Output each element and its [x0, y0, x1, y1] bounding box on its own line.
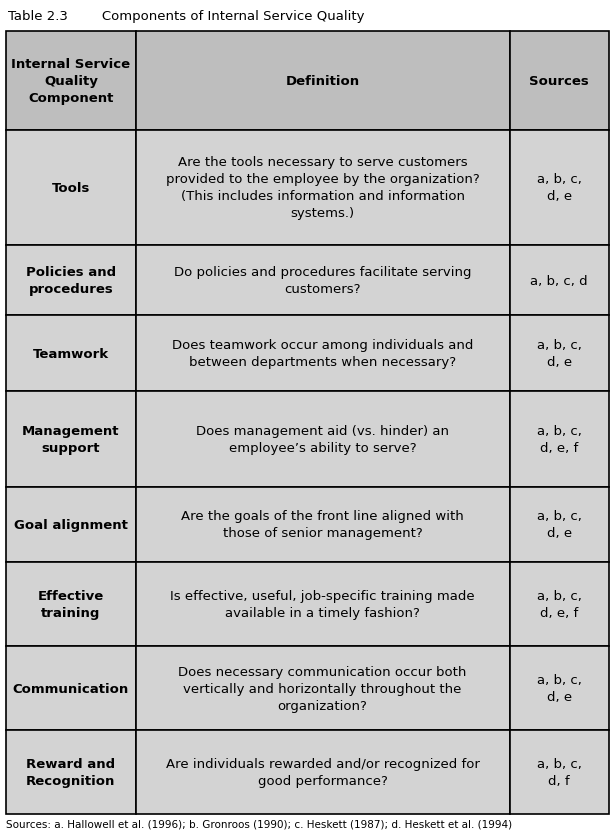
Text: Definition: Definition — [285, 74, 360, 88]
Bar — [509, 391, 609, 487]
Bar — [6, 32, 136, 130]
Bar — [509, 246, 609, 316]
Bar — [509, 487, 609, 563]
Bar — [509, 563, 609, 646]
Bar — [6, 246, 136, 316]
Text: Internal Service
Quality
Component: Internal Service Quality Component — [11, 58, 130, 104]
Bar — [509, 646, 609, 730]
Text: Sources: Sources — [530, 74, 589, 88]
Bar — [6, 730, 136, 814]
Bar — [136, 646, 509, 730]
Text: Is effective, useful, job-specific training made
available in a timely fashion?: Is effective, useful, job-specific train… — [170, 589, 475, 619]
Text: a, b, c, d: a, b, c, d — [531, 274, 588, 288]
Text: a, b, c,
d, e, f: a, b, c, d, e, f — [537, 589, 582, 619]
Text: Effective
training: Effective training — [38, 589, 104, 619]
Text: Communication: Communication — [13, 681, 129, 695]
Bar — [136, 730, 509, 814]
Bar — [6, 487, 136, 563]
Bar — [509, 316, 609, 391]
Text: Does management aid (vs. hinder) an
employee’s ability to serve?: Does management aid (vs. hinder) an empl… — [196, 424, 449, 454]
Text: a, b, c,
d, e: a, b, c, d, e — [537, 173, 582, 203]
Bar — [6, 646, 136, 730]
Text: Does necessary communication occur both
vertically and horizontally throughout t: Does necessary communication occur both … — [178, 665, 467, 711]
Bar — [136, 246, 509, 316]
Text: Table 2.3        Components of Internal Service Quality: Table 2.3 Components of Internal Service… — [8, 10, 365, 23]
Text: Do policies and procedures facilitate serving
customers?: Do policies and procedures facilitate se… — [174, 266, 471, 296]
Bar — [6, 391, 136, 487]
Text: Management
support: Management support — [22, 424, 119, 454]
Bar — [509, 32, 609, 130]
Text: Does teamwork occur among individuals and
between departments when necessary?: Does teamwork occur among individuals an… — [172, 339, 474, 369]
Text: a, b, c,
d, e: a, b, c, d, e — [537, 510, 582, 540]
Text: Are the goals of the front line aligned with
those of senior management?: Are the goals of the front line aligned … — [181, 510, 464, 540]
Bar — [6, 563, 136, 646]
Bar — [136, 32, 509, 130]
Bar — [136, 563, 509, 646]
Text: Sources: a. Hallowell et al. (1996); b. Gronroos (1990); c. Heskett (1987); d. H: Sources: a. Hallowell et al. (1996); b. … — [6, 819, 512, 829]
Text: a, b, c,
d, f: a, b, c, d, f — [537, 757, 582, 787]
Bar — [6, 316, 136, 391]
Text: Goal alignment: Goal alignment — [14, 518, 128, 532]
Text: a, b, c,
d, e, f: a, b, c, d, e, f — [537, 424, 582, 454]
Text: Teamwork: Teamwork — [33, 347, 109, 360]
Text: Policies and
procedures: Policies and procedures — [26, 266, 116, 296]
Bar — [509, 730, 609, 814]
Text: a, b, c,
d, e: a, b, c, d, e — [537, 339, 582, 369]
Text: a, b, c,
d, e: a, b, c, d, e — [537, 673, 582, 703]
Bar — [136, 130, 509, 246]
Bar — [136, 316, 509, 391]
Text: Tools: Tools — [52, 181, 90, 195]
Bar — [136, 391, 509, 487]
Bar — [6, 130, 136, 246]
Text: Are the tools necessary to serve customers
provided to the employee by the organ: Are the tools necessary to serve custome… — [165, 156, 480, 220]
Text: Are individuals rewarded and/or recognized for
good performance?: Are individuals rewarded and/or recogniz… — [165, 757, 480, 787]
Bar — [509, 130, 609, 246]
Text: Reward and
Recognition: Reward and Recognition — [26, 757, 116, 787]
Bar — [136, 487, 509, 563]
